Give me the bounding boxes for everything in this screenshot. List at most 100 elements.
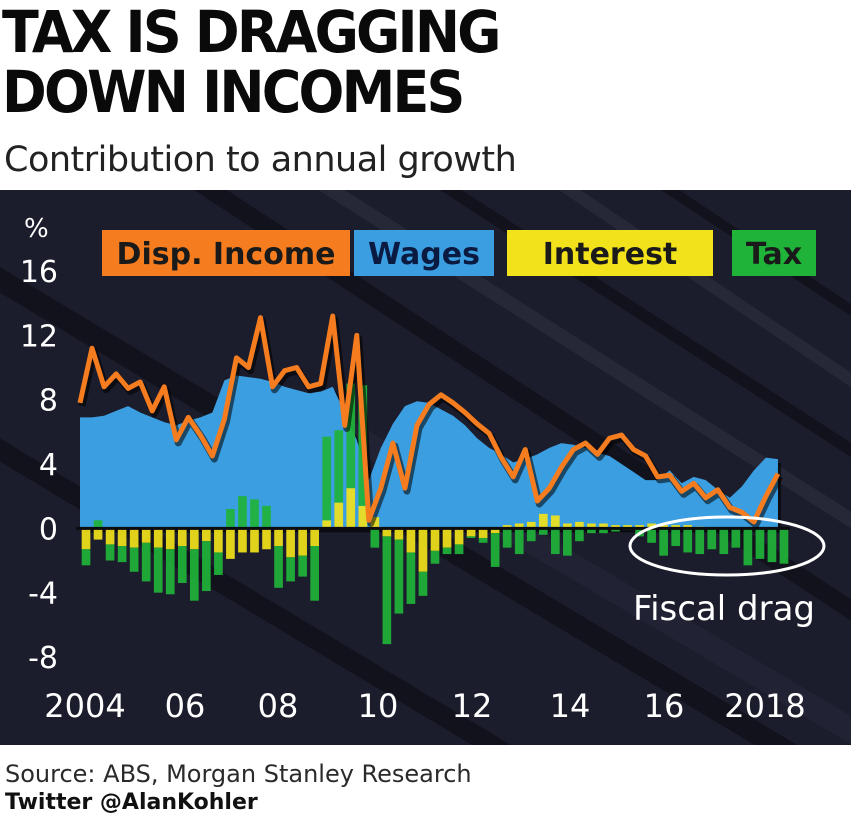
legend-swatch: [507, 230, 713, 276]
tax-bar: [526, 528, 536, 542]
twitter-handle[interactable]: Twitter @AlanKohler: [5, 790, 258, 815]
tax-bar: [671, 528, 681, 547]
tax-bar: [262, 505, 271, 529]
x-tick-label: 08: [258, 687, 299, 725]
tax-bar: [611, 528, 620, 532]
interest-bar: [599, 523, 608, 529]
interest-bar: [93, 528, 103, 540]
interest-bar: [370, 517, 380, 529]
tax-bar: [575, 528, 584, 542]
tax-bar: [226, 509, 235, 529]
tax-bar: [430, 550, 440, 564]
tax-bar: [117, 546, 127, 563]
tax-bar: [767, 528, 777, 563]
tax-bar: [707, 528, 717, 550]
legend-label: Disp. Income: [117, 237, 336, 272]
tax-bar: [490, 533, 500, 567]
tax-bar: [563, 528, 572, 556]
x-tick-label: 12: [452, 687, 493, 725]
tax-bar: [659, 528, 668, 556]
interest-bar: [129, 528, 139, 548]
tax-bar: [731, 528, 741, 548]
tax-bar: [478, 537, 488, 543]
x-tick-label: 16: [644, 687, 685, 725]
tax-bar: [346, 383, 356, 489]
interest-bar: [611, 525, 620, 529]
interest-bar: [177, 528, 187, 547]
interest-bar: [322, 520, 332, 529]
tax-bar: [599, 528, 608, 534]
interest-bar: [105, 528, 115, 545]
interest-bar: [538, 513, 548, 529]
interest-bar: [623, 525, 632, 529]
legend: Disp. Income Wages Interest Tax: [102, 230, 816, 276]
tax-bar: [514, 528, 524, 555]
interest-bar: [502, 525, 512, 529]
tax-bar: [141, 542, 151, 582]
interest-bar: [466, 528, 476, 537]
interest-bar: [81, 528, 91, 550]
x-tick-label: 06: [165, 687, 206, 725]
fiscal-drag-ellipse: [628, 515, 826, 577]
interest-bar: [153, 528, 163, 548]
x-axis-ticks: 2004 06 08 10 12 14 16 2018: [44, 687, 805, 725]
interest-bar: [575, 521, 584, 529]
interest-bar: [514, 523, 524, 529]
interest-bar: [250, 528, 259, 553]
legend-item-wages: Wages: [354, 230, 494, 276]
interest-bar: [659, 525, 668, 529]
y-tick-label: -8: [28, 641, 58, 676]
interest-bar: [274, 528, 283, 547]
interest-bar: [189, 528, 199, 550]
interest-bar: [563, 523, 572, 529]
tax-bar: [394, 539, 404, 614]
tax-bar: [418, 571, 428, 596]
tax-bar: [93, 520, 103, 529]
legend-swatch: [732, 230, 816, 276]
tax-bar: [129, 547, 139, 572]
tax-bar: [286, 557, 295, 582]
legend-label: Wages: [368, 237, 480, 272]
tax-bar: [322, 436, 332, 521]
tax-bar: [334, 430, 344, 503]
tax-bar: [442, 547, 452, 555]
tax-bar: [382, 536, 392, 645]
tax-bar: [310, 546, 319, 601]
tax-bar: [250, 499, 259, 529]
plot-area: [76, 313, 790, 645]
tax-bar: [274, 546, 283, 588]
legend-item-interest: Interest: [507, 230, 713, 276]
interest-bar: [683, 525, 693, 529]
y-tick-label: 4: [39, 448, 58, 483]
interest-bar: [238, 528, 247, 553]
legend-item-tax: Tax: [732, 230, 816, 276]
y-tick-label: 0: [39, 512, 58, 547]
interest-bar: [587, 523, 596, 529]
tax-bar: [370, 528, 380, 548]
interest-bar: [298, 528, 307, 556]
y-tick-label: 16: [20, 255, 58, 290]
y-tick-label: -4: [28, 577, 58, 612]
x-tick-label: 2018: [724, 687, 805, 725]
chart-title: TAX IS DRAGGING DOWN INCOMES: [2, 2, 501, 122]
interest-bar: [358, 505, 368, 529]
tax-bar: [189, 549, 199, 601]
tax-bar: [695, 528, 705, 555]
interest-bar: [418, 528, 428, 572]
tax-bar: [647, 528, 656, 543]
tax-bar: [298, 555, 307, 577]
tax-bar: [202, 541, 211, 592]
tax-bar: [177, 546, 187, 584]
disp-income-line: [77, 313, 781, 525]
source-note: Source: ABS, Morgan Stanley Research: [5, 760, 472, 788]
tax-bar: [153, 547, 163, 593]
interest-bar: [346, 488, 356, 529]
tax-bar: [779, 528, 789, 564]
interest-bar: [382, 528, 392, 537]
wages-area: [80, 375, 778, 529]
legend-item-disp-income: Disp. Income: [102, 230, 350, 276]
legend-swatch: [102, 230, 350, 276]
tax-bar: [502, 528, 512, 548]
fiscal-drag-label: Fiscal drag: [633, 589, 815, 629]
